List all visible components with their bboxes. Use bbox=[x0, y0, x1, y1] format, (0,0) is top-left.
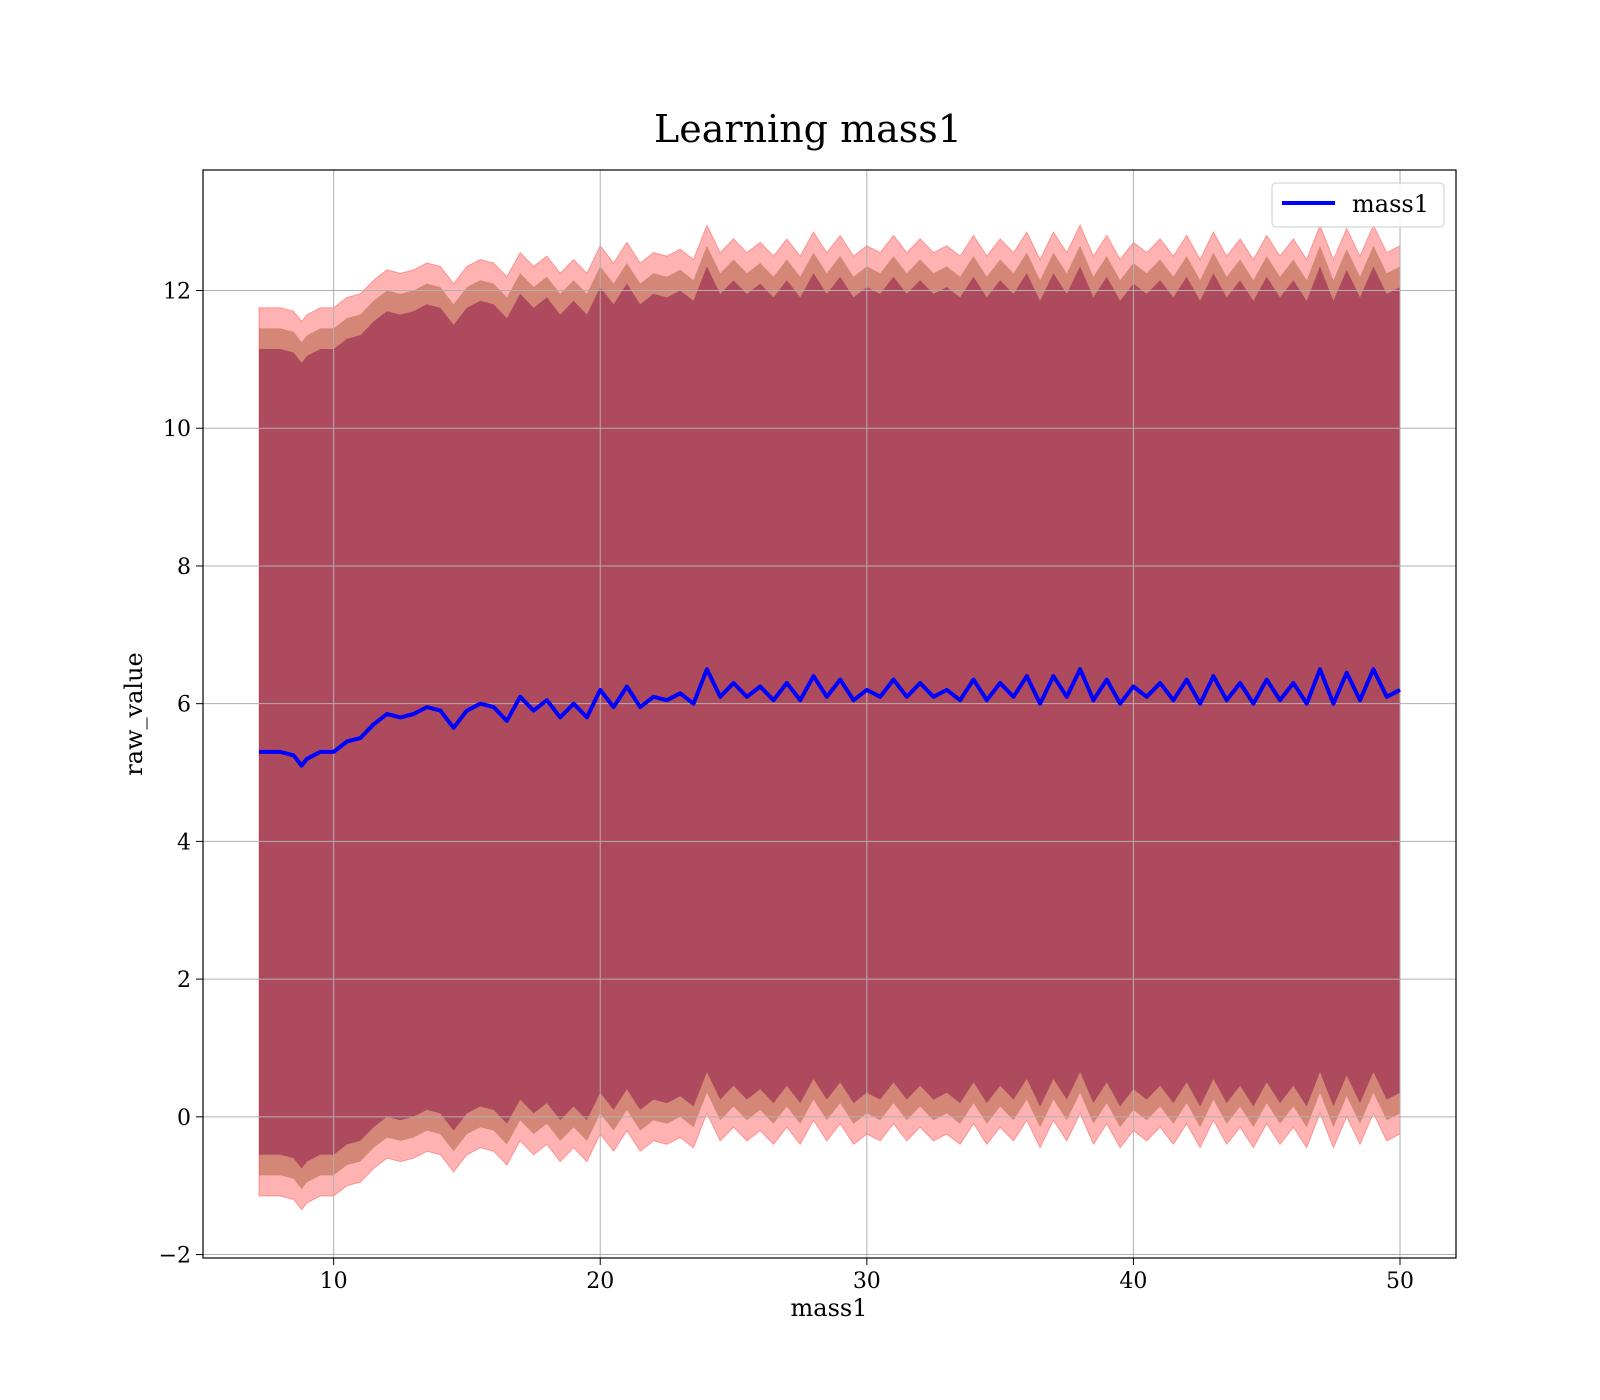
band-inner bbox=[259, 266, 1400, 1169]
legend-box bbox=[1271, 182, 1445, 228]
y-tick-label: 10 bbox=[163, 417, 191, 442]
y-tick-label: 4 bbox=[177, 830, 191, 855]
x-tick-label: 30 bbox=[853, 1269, 881, 1294]
series-line-layer bbox=[259, 667, 1401, 768]
y-tick-label: 2 bbox=[177, 968, 191, 993]
y-axis-title: raw_value bbox=[120, 652, 148, 776]
x-tick-label: 10 bbox=[320, 1269, 348, 1294]
uncertainty-bands bbox=[258, 223, 1401, 1211]
y-tick-label: 6 bbox=[177, 693, 191, 718]
x-axis-title: mass1 bbox=[791, 1294, 868, 1322]
y-tick-label: 8 bbox=[177, 555, 191, 580]
chart-title: Learning mass1 bbox=[654, 107, 962, 151]
legend: mass1 bbox=[1271, 182, 1445, 228]
x-tick-label: 20 bbox=[586, 1269, 614, 1294]
x-tick-label: 50 bbox=[1386, 1269, 1414, 1294]
grid-lines bbox=[203, 170, 1456, 1258]
x-tick-label: 40 bbox=[1119, 1269, 1147, 1294]
plot-frame bbox=[202, 169, 1457, 1259]
axis-ticks: 10 20 30 40 50 −2 0 2 4 6 8 10 12 bbox=[159, 280, 1414, 1294]
y-tick-label: 0 bbox=[177, 1106, 191, 1131]
band-middle bbox=[259, 245, 1400, 1190]
y-tick-label: −2 bbox=[159, 1244, 191, 1269]
legend-entry-label: mass1 bbox=[1352, 190, 1429, 218]
series-line-mass1 bbox=[259, 667, 1401, 768]
y-tick-label: 12 bbox=[163, 280, 191, 305]
